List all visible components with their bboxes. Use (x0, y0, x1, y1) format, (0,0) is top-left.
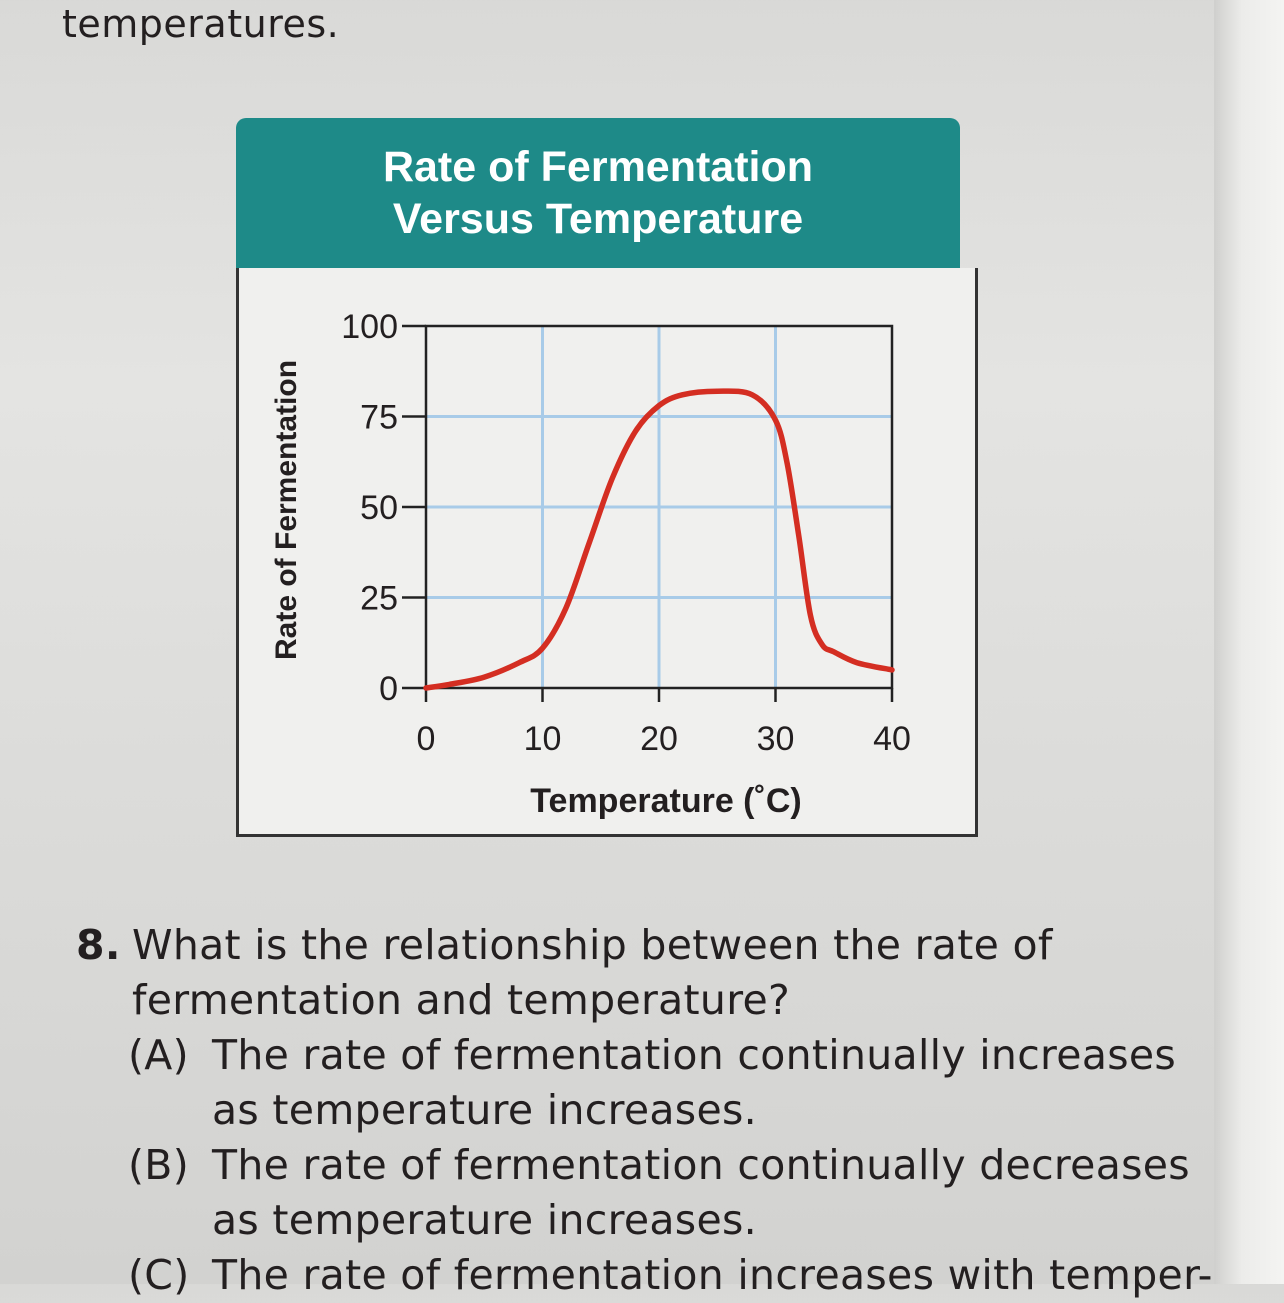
axis-ticks (402, 324, 894, 702)
series-line (423, 388, 895, 691)
y-tick-label-25: 25 (360, 580, 398, 618)
x-tick-labels: 0 10 20 30 40 (417, 720, 911, 758)
y-tick-label-0: 0 (379, 670, 398, 708)
line-chart: 0 25 50 75 100 0 10 20 30 40 Temperature (˚C) Ra… (270, 308, 911, 820)
chart-figure: Rate of Fermentation Versus Temperature … (236, 118, 980, 838)
chart-title-banner: Rate of Fermentation Versus Temperature (236, 118, 960, 268)
x-tick-label-10: 10 (524, 720, 562, 758)
y-tick-label-75: 75 (360, 399, 398, 437)
option-c-letter: (C) (128, 1251, 190, 1299)
chart-body (236, 268, 978, 837)
x-axis-label: Temperature (˚C) (530, 782, 801, 820)
x-tick-label-40: 40 (873, 720, 911, 758)
x-tick-label-0: 0 (417, 720, 436, 758)
y-tick-label-100: 100 (341, 308, 398, 346)
option-b[interactable]: (B) The rate of fermentation continually… (76, 1138, 1226, 1248)
option-a-letter: (A) (128, 1031, 189, 1079)
y-tick-labels: 0 25 50 75 100 (341, 308, 398, 708)
question-text-line2: fermentation and temperature? (132, 976, 791, 1024)
y-axis-label: Rate of Fermentation (270, 360, 303, 660)
x-tick-label-30: 30 (757, 720, 795, 758)
grid-lines (426, 326, 892, 688)
option-a-line2: as temperature increases. (212, 1086, 757, 1134)
question-number: 8. (76, 921, 121, 969)
y-tick-label-50: 50 (360, 489, 398, 527)
chart-title-line1: Rate of Fermentation (382, 143, 814, 191)
option-b-line2: as temperature increases. (212, 1196, 757, 1244)
intro-text: temperatures. (62, 2, 340, 46)
option-b-letter: (B) (128, 1141, 190, 1189)
option-a-line1: The rate of fermentation continually inc… (212, 1031, 1177, 1079)
question-8: 8. What is the relationship between the r… (76, 918, 1226, 1303)
question-text-line1: What is the relationship between the rat… (132, 921, 1053, 969)
x-tick-label-20: 20 (640, 720, 678, 758)
option-c-line1: The rate of fermentation increases with … (212, 1251, 1213, 1299)
option-a[interactable]: (A) The rate of fermentation continually… (76, 1028, 1226, 1138)
chart-title-line2: Versus Temperature (392, 195, 804, 243)
option-b-line1: The rate of fermentation continually dec… (212, 1141, 1190, 1189)
page-edge (1214, 0, 1284, 1284)
option-c[interactable]: (C) The rate of fermentation increases w… (76, 1248, 1226, 1303)
